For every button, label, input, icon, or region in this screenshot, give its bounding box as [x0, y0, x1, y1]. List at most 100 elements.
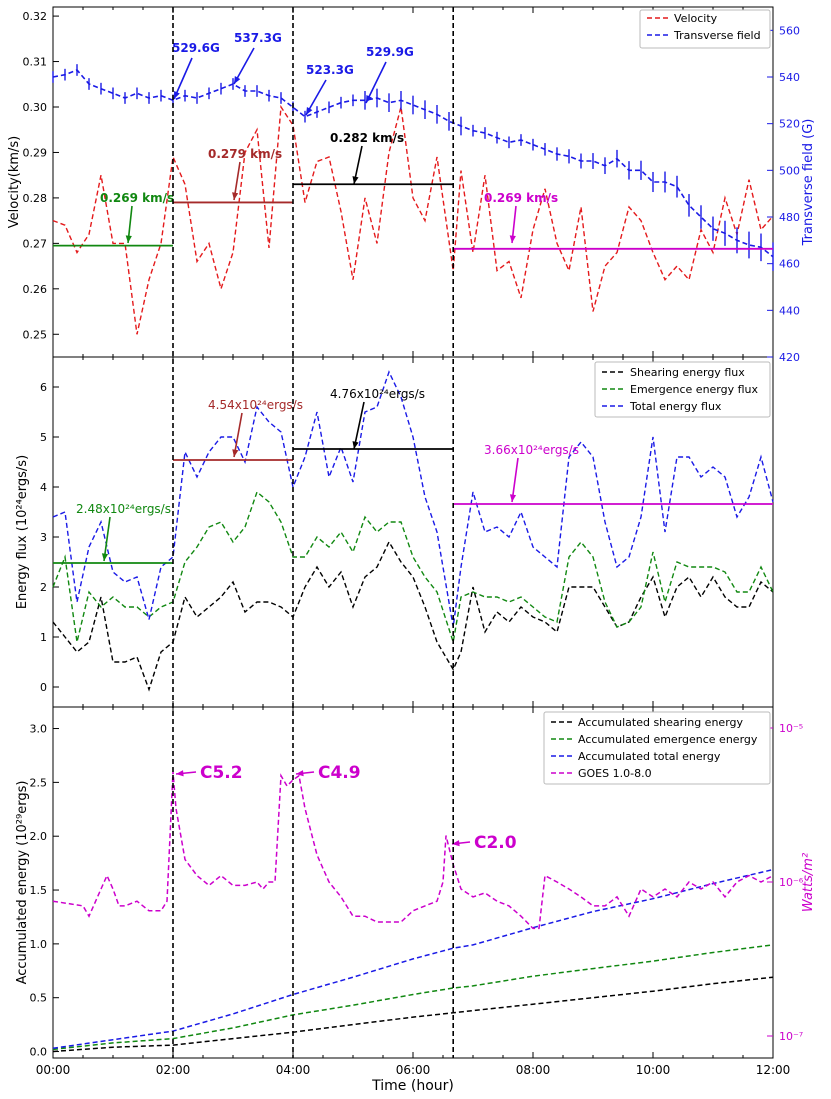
- mean-arrow-energy-head: [232, 449, 239, 457]
- legend-entry: Shearing energy flux: [630, 366, 745, 379]
- flare-label: C5.2: [200, 763, 243, 783]
- x-tick-label: 06:00: [396, 1063, 431, 1077]
- y-tick-label: 2.0: [30, 830, 48, 843]
- legend-entry: Accumulated total energy: [578, 750, 721, 763]
- mean-label-velocity: 0.269 km/s: [484, 191, 558, 205]
- field-arrow-head: [306, 107, 313, 115]
- legend-entry: Accumulated shearing energy: [578, 716, 744, 729]
- legend-entry: Transverse field: [673, 29, 761, 42]
- y-right-tick-label: 10⁻⁵: [779, 722, 803, 735]
- mean-label-energy: 4.54x10²⁴ergs/s: [208, 398, 303, 412]
- legend-entry: Total energy flux: [629, 400, 722, 413]
- field-arrow-head: [366, 95, 373, 103]
- y-tick-label: 4: [40, 481, 47, 494]
- field-arrow-head: [174, 91, 180, 99]
- y-tick-label: 0.29: [23, 146, 48, 159]
- y-right-tick-label: 480: [779, 211, 800, 224]
- y-tick-label: 0: [40, 681, 47, 694]
- legend-entry: Emergence energy flux: [630, 383, 759, 396]
- y-right-tick-label: 10⁻⁷: [779, 1030, 803, 1043]
- mean-arrow-velocity-head: [352, 176, 359, 184]
- mean-arrow-energy: [511, 457, 519, 503]
- y-tick-label: 0.0: [30, 1046, 48, 1059]
- x-axis-label: Time (hour): [371, 1078, 454, 1094]
- accumulated-line-4: [52, 771, 774, 930]
- mean-arrow-velocity-head: [509, 235, 516, 243]
- y-tick-label: 3: [40, 531, 47, 544]
- y-tick-label: 0.25: [23, 328, 48, 341]
- mean-label-energy: 4.76x10²⁴ergs/s: [330, 387, 425, 401]
- field-arrow-head: [234, 76, 241, 84]
- legend-accumulated-box: [543, 711, 771, 785]
- x-tick-label: 10:00: [636, 1063, 671, 1077]
- mean-label-energy: 3.66x10²⁴ergs/s: [484, 443, 579, 457]
- y-tick-label: 0.5: [30, 992, 48, 1005]
- y-right-tick-label: 420: [779, 351, 800, 364]
- field-arrow: [365, 61, 387, 104]
- y-tick-label: 0.31: [23, 56, 48, 69]
- y-right-tick-label: 10⁻⁶: [779, 876, 804, 889]
- flare-label: C4.9: [318, 763, 361, 783]
- y-tick-label: 0.32: [23, 10, 48, 23]
- mean-arrow-energy: [233, 412, 243, 458]
- y-right-tick-label: 440: [779, 304, 800, 317]
- accumulated-line-2: [52, 944, 774, 1051]
- y-tick-label: 1.0: [30, 938, 48, 951]
- x-tick-label: 02:00: [156, 1063, 191, 1077]
- flare-arrow-head: [452, 840, 460, 847]
- y-tick-label: 0.30: [23, 101, 48, 114]
- legend-entry: Velocity: [674, 12, 718, 25]
- y-tick-label: 1: [40, 631, 47, 644]
- legend-energy-box: [594, 361, 771, 418]
- field-annotation: 537.3G: [234, 31, 282, 45]
- flare-arrow-head: [176, 770, 184, 777]
- y-right-tick-label: 460: [779, 258, 800, 271]
- x-tick-label: 12:00: [756, 1063, 791, 1077]
- y-axis-label-transverse: Transverse field (G): [801, 119, 816, 247]
- y-axis-label-velocity: Velocity(km/s): [7, 136, 22, 229]
- y-axis-label-accumulated: Accumulated energy (10²⁹ergs): [15, 781, 30, 985]
- flare-arrow-head: [296, 770, 304, 777]
- mean-label-velocity: 0.279 km/s: [208, 147, 282, 161]
- y-axis-label-energy-flux: Energy flux (10²⁴ergs/s): [15, 455, 30, 609]
- mean-arrow-velocity-head: [125, 235, 132, 243]
- y-tick-label: 3.0: [30, 723, 48, 736]
- y-tick-label: 5: [40, 431, 47, 444]
- mean-arrow-energy: [103, 516, 111, 562]
- y-tick-label: 1.5: [30, 884, 48, 897]
- field-annotation: 523.3G: [306, 63, 354, 77]
- mean-arrow-energy-head: [509, 494, 517, 502]
- mean-label-velocity: 0.282 km/s: [330, 131, 404, 145]
- y-right-tick-label: 500: [779, 164, 800, 177]
- energy-flux-line-3: [52, 370, 774, 628]
- y-axis-label-goes: Watts/m²: [801, 853, 816, 912]
- y-tick-label: 0.26: [23, 283, 48, 296]
- energy-flux-line-1: [52, 540, 774, 692]
- legend-velocity-box: [639, 9, 771, 49]
- y-tick-label: 0.27: [23, 237, 48, 250]
- y-right-tick-label: 520: [779, 118, 800, 131]
- y-tick-label: 2: [40, 581, 47, 594]
- x-tick-label: 04:00: [276, 1063, 311, 1077]
- field-annotation: 529.6G: [172, 41, 220, 55]
- legend-entry: GOES 1.0-8.0: [578, 767, 652, 780]
- y-tick-label: 6: [40, 381, 47, 394]
- accumulated-line-1: [52, 976, 774, 1053]
- flare-label: C2.0: [474, 833, 517, 853]
- mean-label-velocity: 0.269 km/s: [100, 191, 174, 205]
- mean-arrow-energy-head: [352, 441, 359, 449]
- x-tick-label: 00:00: [36, 1063, 71, 1077]
- y-right-tick-label: 560: [779, 24, 800, 37]
- mean-label-energy: 2.48x10²⁴ergs/s: [76, 502, 171, 516]
- legend-entry: Accumulated emergence energy: [578, 733, 758, 746]
- y-right-tick-label: 540: [779, 71, 800, 84]
- velocity-line: [52, 104, 774, 335]
- accumulated-line-3: [52, 868, 774, 1050]
- x-tick-label: 08:00: [516, 1063, 551, 1077]
- y-tick-label: 2.5: [30, 776, 48, 789]
- mean-arrow-energy: [353, 401, 365, 450]
- y-tick-label: 0.28: [23, 192, 48, 205]
- field-annotation: 529.9G: [366, 45, 414, 59]
- field-arrow: [173, 57, 193, 100]
